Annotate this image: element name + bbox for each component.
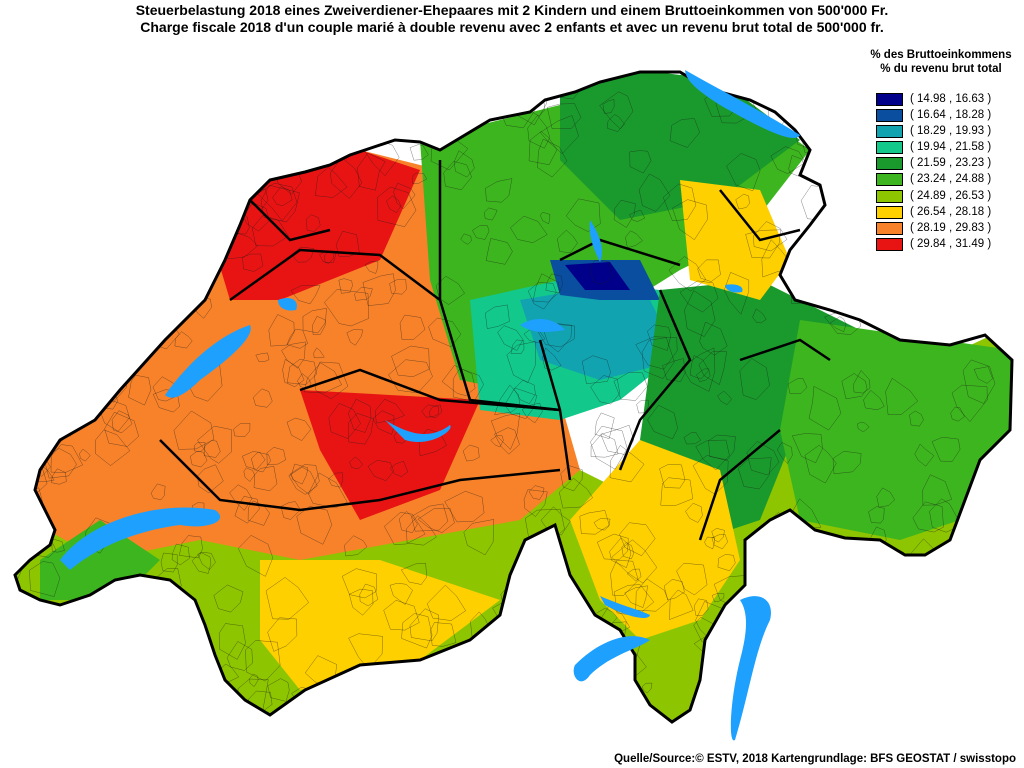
legend-swatch bbox=[876, 205, 903, 219]
lake bbox=[589, 220, 602, 262]
lake bbox=[685, 70, 800, 138]
lake bbox=[520, 318, 565, 333]
legend-swatch bbox=[876, 109, 903, 123]
canton-border bbox=[618, 289, 692, 471]
lake bbox=[385, 420, 451, 443]
tax-region bbox=[560, 72, 800, 220]
canton-border bbox=[698, 429, 781, 541]
canton-border bbox=[229, 248, 441, 302]
legend-label: ( 21.59 , 23.23 ) bbox=[910, 157, 992, 170]
lake bbox=[165, 325, 251, 398]
lake bbox=[725, 284, 743, 293]
legend-title: % des Bruttoeinkommens % du revenu brut … bbox=[858, 48, 1024, 76]
tax-region bbox=[520, 280, 680, 380]
legend-label: ( 28.19 , 29.83 ) bbox=[910, 221, 992, 234]
legend-label: ( 16.64 , 18.28 ) bbox=[910, 109, 992, 122]
tax-region bbox=[570, 440, 740, 640]
legend-swatch bbox=[876, 141, 903, 155]
legend-swatch bbox=[876, 189, 903, 203]
legend-label: ( 26.54 , 28.18 ) bbox=[910, 205, 992, 218]
canton-border bbox=[159, 439, 561, 512]
legend-title-fr: % du revenu brut total bbox=[880, 63, 1002, 75]
lake bbox=[730, 596, 771, 741]
tax-region bbox=[780, 320, 1012, 540]
legend-swatch bbox=[876, 237, 903, 251]
legend-label: ( 23.24 , 24.88 ) bbox=[910, 173, 992, 186]
tax-region bbox=[565, 262, 630, 290]
canton-border bbox=[249, 199, 331, 242]
legend-swatch bbox=[876, 221, 903, 235]
legend-label: ( 24.89 , 26.53 ) bbox=[910, 189, 992, 202]
canton-border bbox=[739, 338, 831, 362]
legend-swatch bbox=[876, 157, 903, 171]
map-title-de: Steuerbelastung 2018 eines Zweiverdiener… bbox=[135, 2, 889, 18]
lake bbox=[60, 507, 221, 570]
lakes bbox=[60, 70, 800, 741]
legend-label: ( 19.94 , 21.58 ) bbox=[910, 141, 992, 154]
legend-swatch bbox=[876, 173, 903, 187]
legend-label: ( 18.29 , 19.93 ) bbox=[910, 125, 992, 138]
legend-title-de: % des Bruttoeinkommens bbox=[870, 49, 1012, 61]
source-credit: Quelle/Source:© ESTV, 2018 Kartengrundla… bbox=[614, 753, 1016, 765]
legend-swatch bbox=[876, 93, 903, 106]
lake bbox=[573, 636, 650, 682]
legend-label: ( 14.98 , 16.63 ) bbox=[910, 93, 992, 105]
map-title-fr: Charge fiscale 2018 d'un couple marié à … bbox=[140, 19, 884, 35]
canton-border bbox=[719, 189, 801, 242]
tax-regions bbox=[15, 72, 1012, 722]
legend-swatch bbox=[876, 125, 903, 139]
lake bbox=[600, 596, 650, 619]
lake bbox=[278, 298, 297, 311]
map-title: Steuerbelastung 2018 eines Zweiverdiener… bbox=[0, 2, 1024, 36]
tax-region bbox=[680, 180, 790, 300]
canton-border bbox=[299, 368, 561, 412]
tax-region bbox=[260, 560, 500, 690]
legend-label: ( 29.84 , 31.49 ) bbox=[910, 237, 992, 250]
